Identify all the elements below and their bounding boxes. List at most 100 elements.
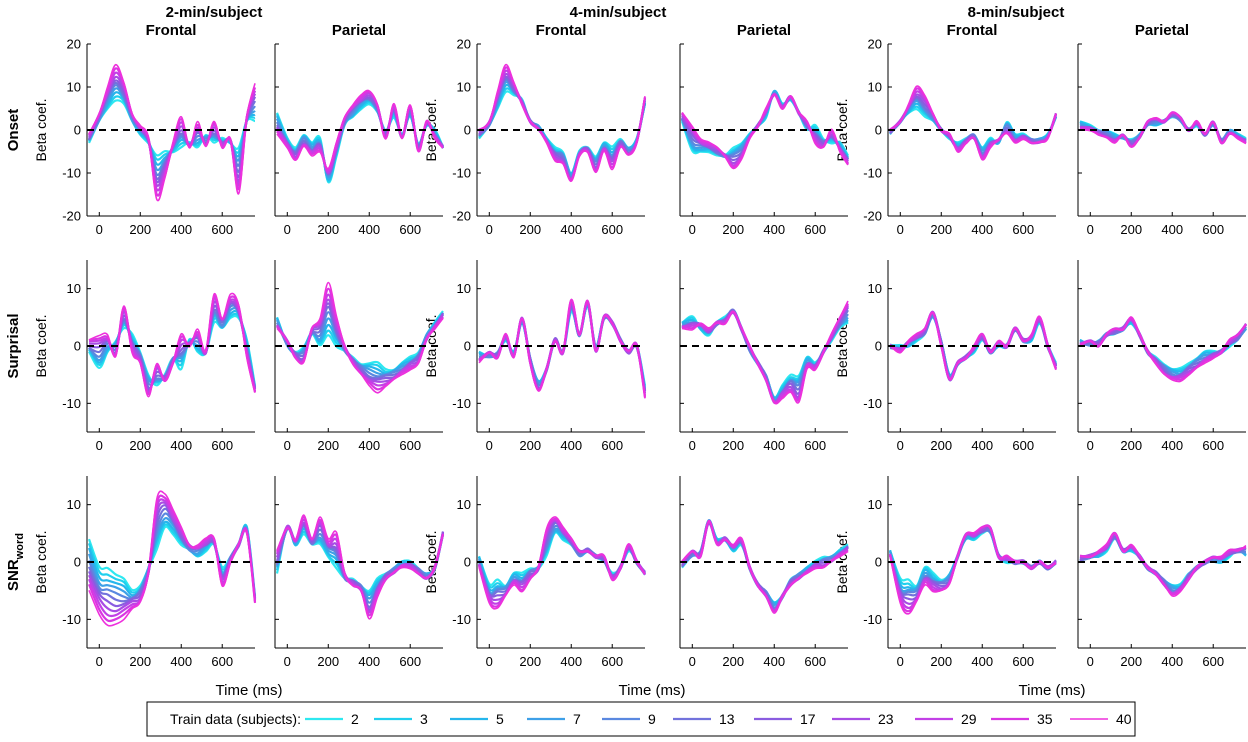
- row-label: Surprisal: [5, 313, 22, 378]
- y-tick-label: 20: [67, 37, 81, 52]
- x-tick-label: 200: [930, 222, 952, 237]
- legend-label: 17: [800, 711, 816, 727]
- x-tick-label: 200: [1120, 222, 1142, 237]
- x-tick-label: 600: [601, 654, 623, 669]
- x-tick-label: 200: [1120, 438, 1142, 453]
- y-tick-label: -10: [62, 612, 81, 627]
- x-tick-label: 200: [930, 438, 952, 453]
- region-title: Frontal: [146, 22, 197, 39]
- series-line: [889, 85, 1057, 161]
- legend-entry: 40: [1070, 711, 1132, 727]
- x-tick-label: 600: [804, 222, 826, 237]
- y-tick-label: 10: [67, 497, 81, 512]
- x-tick-label: 400: [170, 438, 192, 453]
- x-tick-label: 200: [722, 438, 744, 453]
- series-line: [88, 292, 256, 398]
- x-tick-label: 0: [689, 438, 696, 453]
- legend-label: 2: [351, 711, 359, 727]
- x-tick-label: 0: [486, 654, 493, 669]
- x-tick-label: 0: [689, 654, 696, 669]
- region-title: Parietal: [1135, 22, 1189, 39]
- x-tick-label: 400: [1161, 438, 1183, 453]
- x-tick-label: 400: [971, 438, 993, 453]
- x-tick-label: 400: [763, 222, 785, 237]
- series-line: [1079, 318, 1247, 379]
- x-tick-label: 200: [519, 222, 541, 237]
- legend-label: 23: [878, 711, 894, 727]
- condition-title: 8-min/subject: [968, 4, 1065, 21]
- condition-title: 4-min/subject: [570, 4, 667, 21]
- x-tick-label: 600: [804, 654, 826, 669]
- x-tick-label: 200: [129, 654, 151, 669]
- x-tick-label: 0: [1087, 222, 1094, 237]
- panel-snr-word-parietal: 0 200 400 600: [679, 476, 849, 669]
- x-tick-label: 0: [486, 222, 493, 237]
- series-line: [889, 524, 1057, 615]
- y-tick-label: 10: [457, 80, 471, 95]
- y-tick-label: -10: [863, 612, 882, 627]
- y-tick-label: 0: [74, 555, 81, 570]
- panel-snr-word-parietal: 0 200 400 600: [1077, 476, 1247, 669]
- y-tick-label: -10: [452, 166, 471, 181]
- panel-surprisal-parietal: 0 200 400 600: [1077, 260, 1247, 453]
- x-tick-label: 400: [358, 654, 380, 669]
- panel-surprisal-parietal: 0 200 400 600: [274, 260, 444, 453]
- series-line: [477, 531, 646, 588]
- x-tick-label: 600: [1012, 654, 1034, 669]
- series-line: [478, 304, 647, 391]
- x-tick-label: 400: [1161, 222, 1183, 237]
- y-tick-label: 0: [464, 555, 471, 570]
- x-tick-label: 200: [129, 438, 151, 453]
- legend-label: 9: [648, 711, 656, 727]
- x-tick-label: 400: [560, 222, 582, 237]
- series-line: [478, 300, 647, 396]
- region-title: Frontal: [536, 22, 587, 39]
- x-tick-label: 400: [560, 654, 582, 669]
- series-line: [478, 516, 646, 610]
- x-tick-label: 400: [763, 654, 785, 669]
- series-line: [681, 521, 849, 612]
- x-tick-label: 400: [971, 654, 993, 669]
- y-tick-label: 0: [74, 123, 81, 138]
- legend-entry: 29: [915, 711, 977, 727]
- panel-surprisal-parietal: 0 200 400 600: [679, 260, 849, 453]
- y-tick-label: -10: [452, 612, 471, 627]
- x-tick-label: 0: [96, 654, 103, 669]
- legend-label: 7: [573, 711, 581, 727]
- x-tick-label: 200: [317, 654, 339, 669]
- y-tick-label: 10: [67, 80, 81, 95]
- x-tick-label: 600: [399, 438, 421, 453]
- x-tick-label: 600: [601, 438, 623, 453]
- y-tick-label: 20: [457, 37, 471, 52]
- y-tick-label: -10: [62, 396, 81, 411]
- legend-label: 3: [420, 711, 428, 727]
- panel-onset-parietal: 0 200 400 600: [1077, 43, 1247, 237]
- series-line: [276, 302, 444, 381]
- y-tick-label: -20: [863, 209, 882, 224]
- x-tick-label: 200: [722, 654, 744, 669]
- series-line: [276, 305, 444, 380]
- x-tick-label: 600: [211, 222, 233, 237]
- y-axis-label: Beta coef.: [33, 98, 49, 161]
- x-tick-label: 0: [96, 222, 103, 237]
- x-tick-label: 400: [358, 222, 380, 237]
- x-tick-label: 600: [399, 654, 421, 669]
- x-axis-label: Time (ms): [619, 682, 686, 699]
- y-tick-label: -10: [863, 166, 882, 181]
- panel-onset-parietal: 0 200 400 600: [679, 43, 849, 237]
- legend-entry: 7: [527, 711, 581, 727]
- region-title: Frontal: [947, 22, 998, 39]
- region-title: Parietal: [332, 22, 386, 39]
- panel-snr-word-parietal: 0 200 400 600: [274, 476, 445, 669]
- x-tick-label: 400: [170, 654, 192, 669]
- x-tick-label: 400: [1161, 654, 1183, 669]
- series-line: [681, 520, 849, 614]
- x-tick-label: 0: [897, 654, 904, 669]
